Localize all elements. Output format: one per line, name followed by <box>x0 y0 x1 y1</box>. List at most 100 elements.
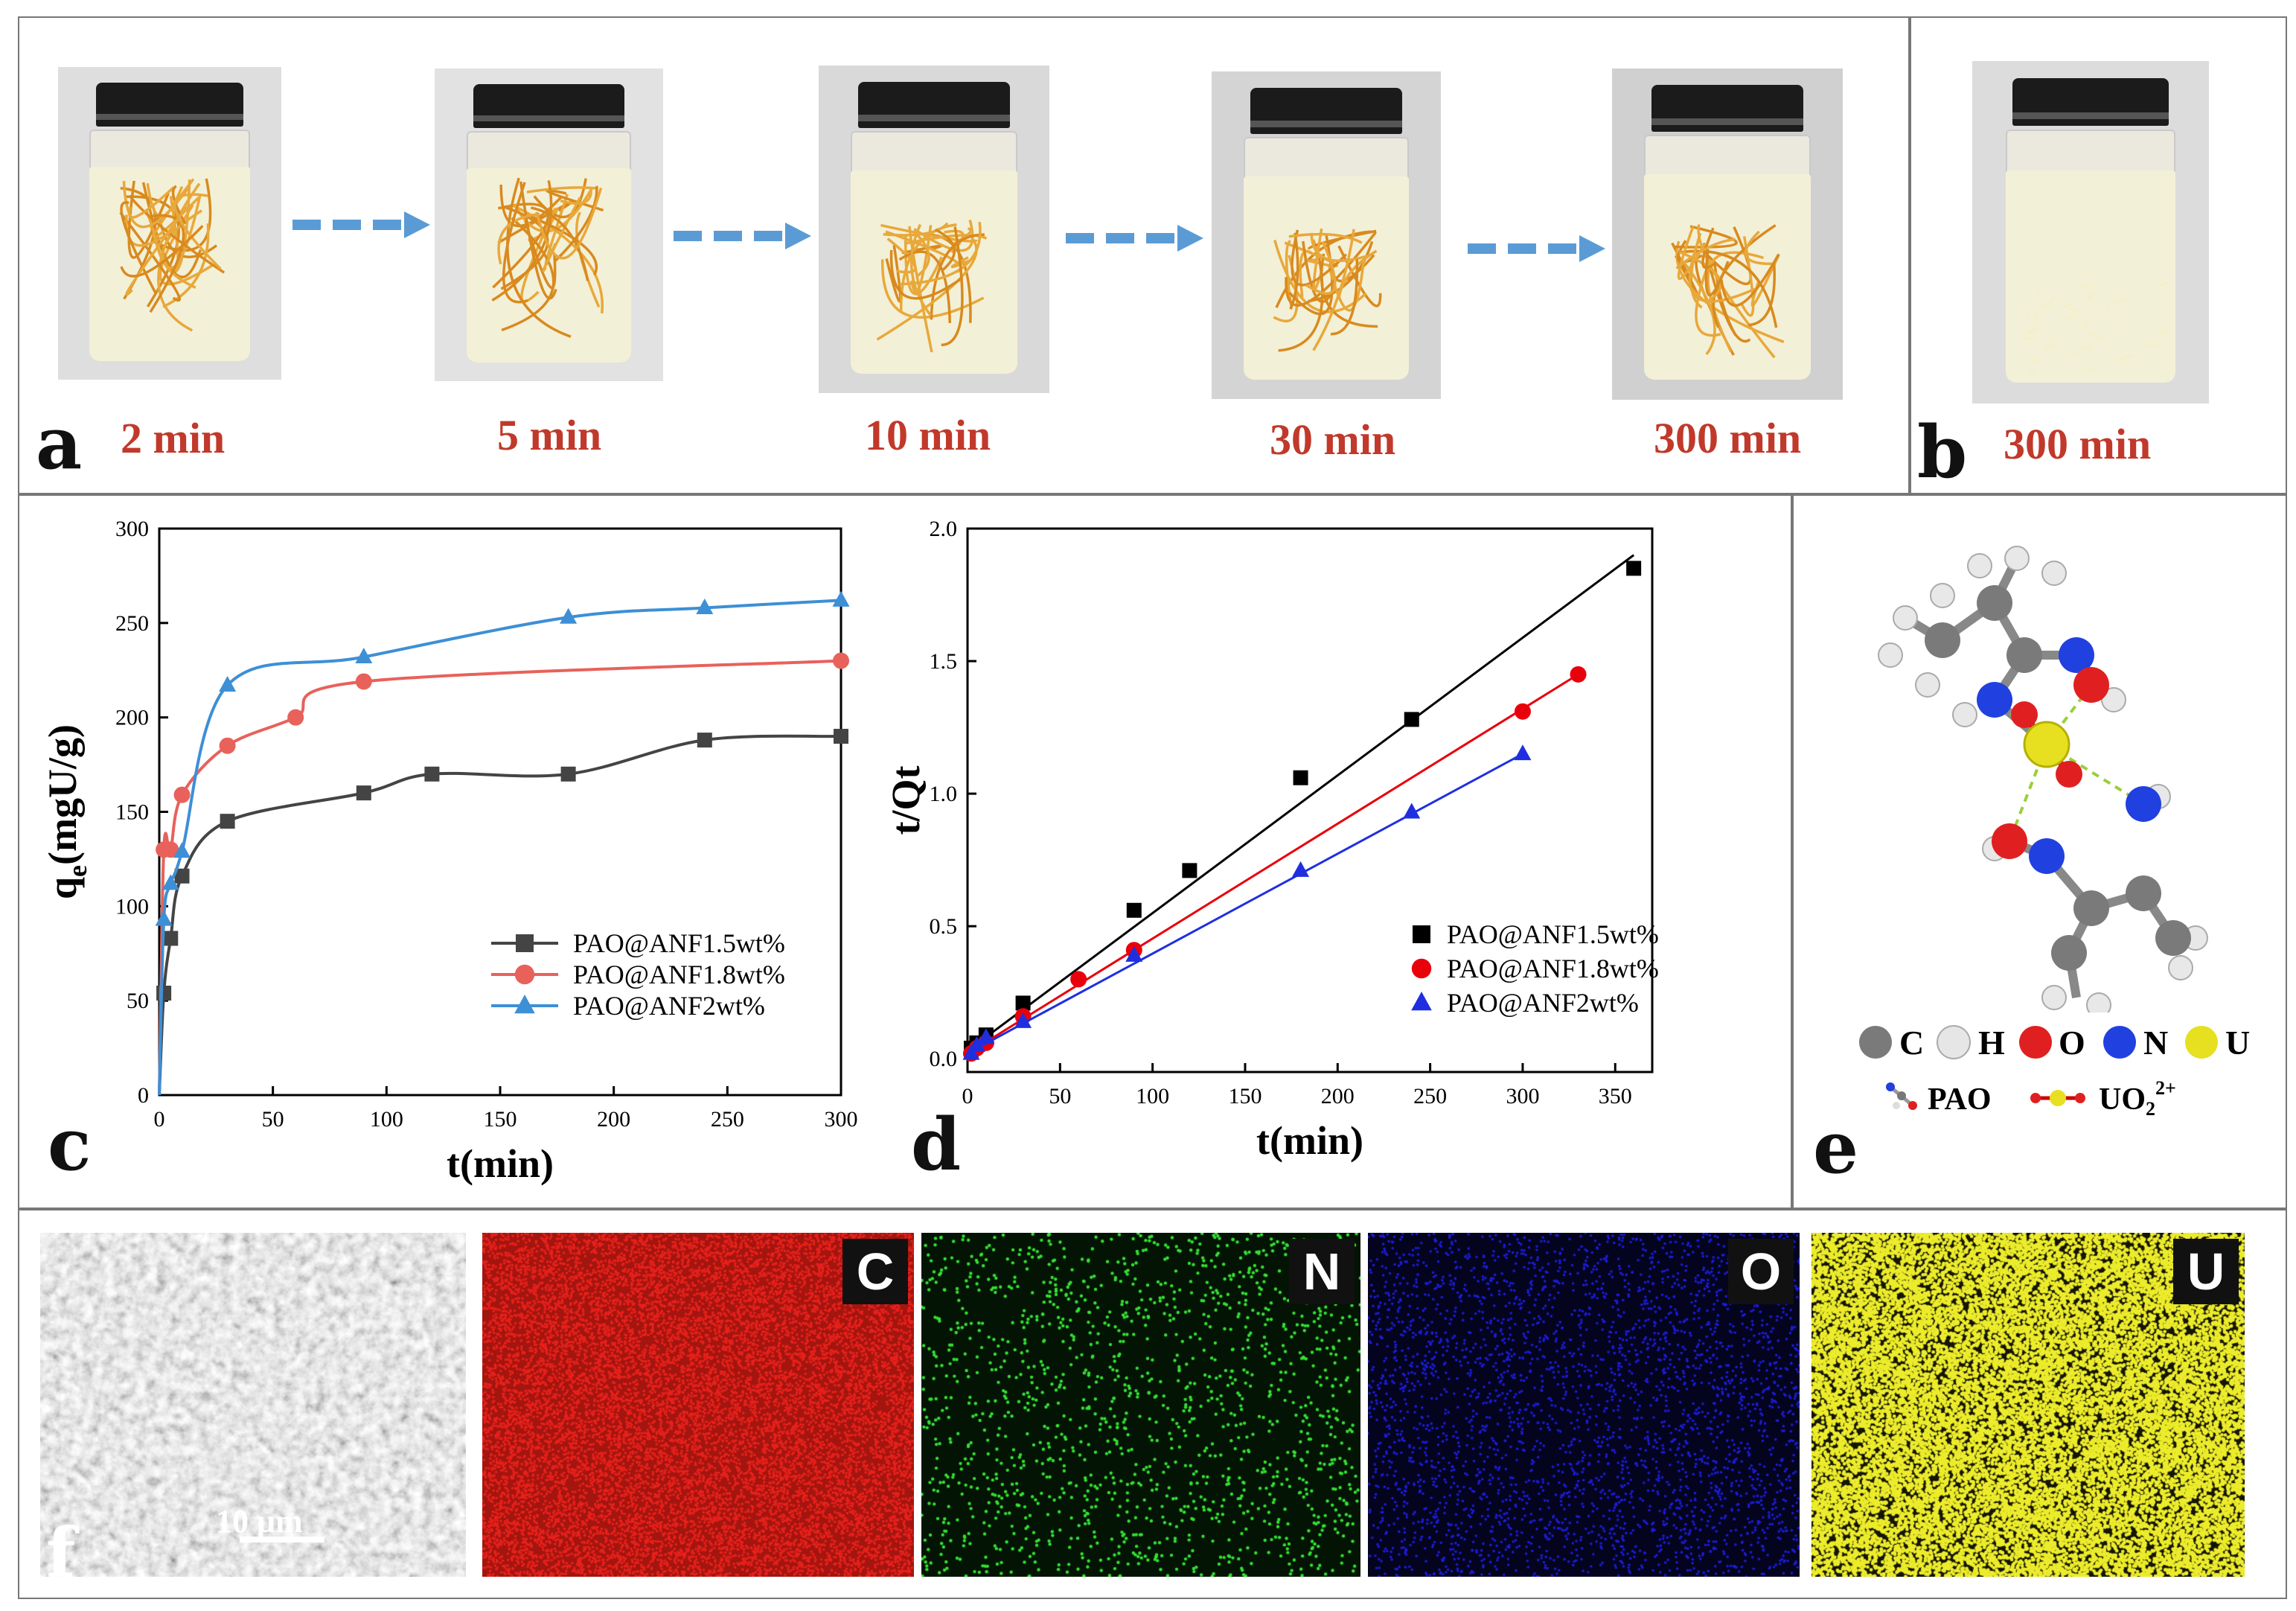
vial-photo-2 <box>435 68 663 381</box>
fiber <box>2087 291 2097 300</box>
data-point <box>1014 1012 1032 1028</box>
eds-tag-c: C <box>842 1239 908 1304</box>
fiber <box>119 211 181 302</box>
data-point <box>1015 995 1031 1011</box>
data-point <box>1570 666 1587 683</box>
y-tick-label: 150 <box>115 800 149 825</box>
fiber <box>2043 342 2058 350</box>
y-tick-label: 200 <box>115 706 149 730</box>
y-tick-label: 100 <box>115 894 149 919</box>
fiber <box>1675 240 1785 343</box>
x-tick-label: 300 <box>1506 1084 1539 1108</box>
data-point <box>220 814 235 829</box>
data-point <box>424 766 440 782</box>
x-tick-label: 0 <box>154 1107 165 1132</box>
fiber <box>1695 259 1721 337</box>
fiber <box>2114 320 2118 324</box>
eds-map-o: O <box>1368 1233 1800 1577</box>
fiber-bundle <box>119 178 226 332</box>
fiber <box>2026 314 2031 320</box>
x-tick-label: 200 <box>1321 1084 1355 1108</box>
data-point <box>832 590 850 607</box>
panel-e-frame <box>1791 493 2287 1210</box>
legend-marker <box>1411 958 1432 979</box>
fiber <box>1750 253 1780 307</box>
fiber <box>535 187 603 260</box>
data-point <box>163 931 179 946</box>
fiber <box>2079 345 2091 351</box>
uo2-sup: 2+ <box>2155 1077 2176 1099</box>
x-tick-label: 100 <box>1136 1084 1169 1108</box>
atom-legend-c: C <box>1899 1024 1924 1062</box>
fiber <box>950 256 972 269</box>
fiber <box>560 191 592 205</box>
fiber <box>530 206 589 281</box>
fiber <box>898 250 951 323</box>
data-point <box>173 786 191 803</box>
data-point <box>834 729 848 744</box>
eds-tag-n: N <box>1289 1239 1355 1304</box>
data-point <box>156 986 172 1001</box>
fiber <box>1675 237 1736 269</box>
panel-f-frame <box>18 1208 2287 1599</box>
data-point <box>1292 861 1310 877</box>
data-point <box>697 733 712 748</box>
y-tick-label: 1.0 <box>930 782 958 806</box>
fiber-bundle <box>1273 228 1382 352</box>
fiber <box>502 182 528 304</box>
panel-a-label: a <box>36 401 83 485</box>
y-axis-label: qe(mgU/g) <box>40 724 92 899</box>
data-point <box>162 841 179 858</box>
fiber <box>1744 230 1773 266</box>
data-point <box>1514 744 1532 761</box>
x-axis-label: t(min) <box>447 1141 554 1186</box>
data-point <box>968 1036 985 1052</box>
fiber <box>173 193 222 270</box>
x-tick-label: 150 <box>1228 1084 1261 1108</box>
legend-label: PAO@ANF1.5wt% <box>1447 919 1659 949</box>
time-label-30min: 30 min <box>1270 415 1396 464</box>
fiber <box>1288 232 1363 244</box>
fiber-bundle <box>491 177 604 338</box>
fiber <box>2030 357 2040 363</box>
fiber <box>2024 335 2035 341</box>
fiber <box>1330 259 1359 336</box>
eds-map-c-canvas <box>482 1233 914 1577</box>
arrow-icon-3 <box>1066 225 1203 252</box>
panel-d-label: d <box>911 1103 962 1187</box>
legend-marker <box>516 934 534 952</box>
fiber <box>1305 240 1337 295</box>
fiber <box>880 259 985 319</box>
x-tick-label: 50 <box>1049 1084 1071 1108</box>
data-point <box>355 647 373 663</box>
arrow-icon-1 <box>292 211 430 238</box>
fiber <box>2078 284 2093 289</box>
eds-tag-u: U <box>2173 1239 2239 1304</box>
series-line <box>158 599 842 1096</box>
data-point <box>287 709 304 726</box>
fiber <box>934 228 956 272</box>
time-label-10min: 10 min <box>865 411 991 459</box>
fiber <box>1701 227 1715 269</box>
fiber <box>944 229 965 254</box>
y-tick-label: 0 <box>138 1083 149 1108</box>
legend-label: PAO@ANF1.8wt% <box>573 960 785 989</box>
fiber <box>2033 312 2038 318</box>
fiber <box>2082 367 2095 373</box>
fiber <box>542 197 581 272</box>
atom-legend-o: O <box>2059 1024 2085 1062</box>
fiber <box>1278 258 1324 352</box>
y-axis-label-sub: e <box>63 865 92 877</box>
data-point <box>174 868 190 884</box>
fiber <box>497 212 540 265</box>
x-tick-label: 250 <box>1413 1084 1447 1108</box>
x-tick-label: 0 <box>962 1084 973 1108</box>
data-point <box>173 842 191 858</box>
series-0: PAO@ANF1.5wt% <box>156 729 848 1096</box>
y-tick-label: 250 <box>115 611 149 636</box>
panel-c-label: c <box>48 1103 92 1187</box>
fiber <box>2067 306 2083 313</box>
fiber <box>2042 302 2053 307</box>
fiber <box>2105 304 2111 310</box>
pao-mini-icon <box>1886 1082 1917 1110</box>
